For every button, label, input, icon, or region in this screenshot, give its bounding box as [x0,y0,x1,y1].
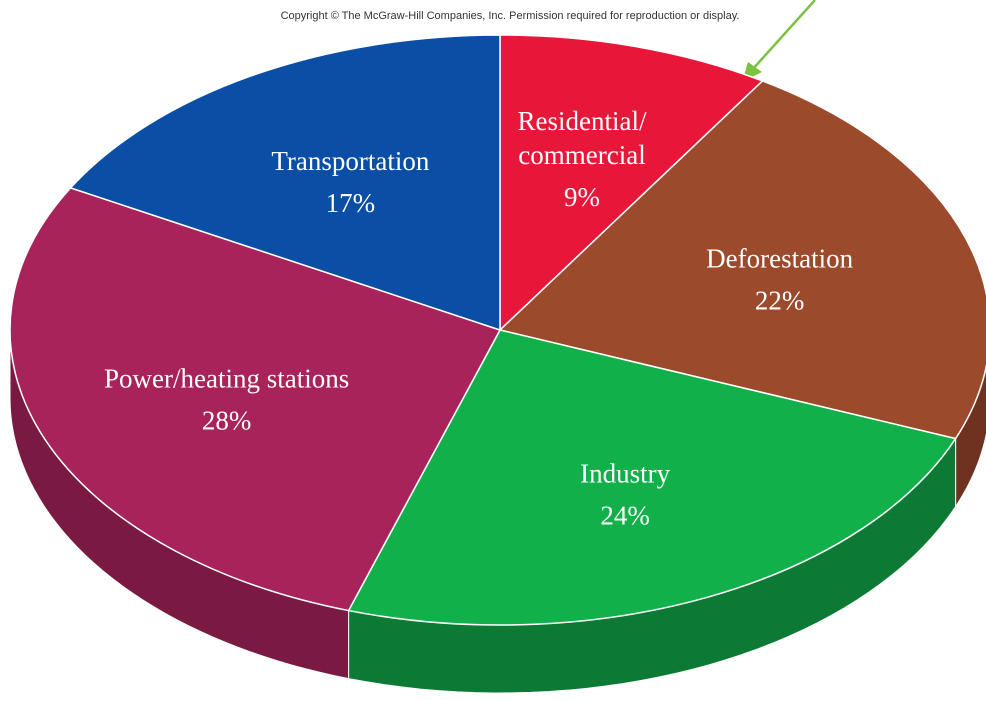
value-label: 17% [326,188,376,218]
chart-subtitle: Copyright © The McGraw-Hill Companies, I… [281,10,740,22]
value-label: 9% [564,182,600,212]
slice-label: Deforestation [706,244,853,274]
arrow [742,0,816,82]
slice [498,80,986,440]
slice-label: Industry [580,458,670,488]
slice-label: Transportation [271,146,430,176]
slice-label: Power/heating stations [104,363,349,393]
slice [9,187,502,612]
value-label: 22% [755,286,805,316]
value-label: 24% [600,500,650,530]
slice [499,34,764,332]
slice [69,34,501,332]
slice [347,329,957,626]
value-label: 28% [202,405,252,435]
slice-label: Residential/commercial [518,106,647,170]
